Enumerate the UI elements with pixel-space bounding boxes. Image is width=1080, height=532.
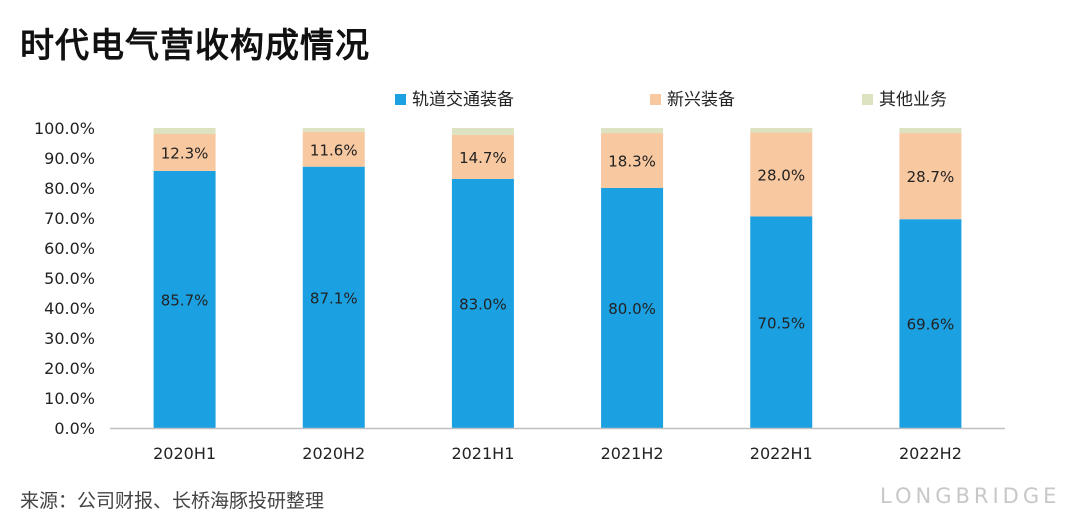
- y-tick-label: 90.0%: [44, 149, 95, 168]
- data-label: 28.0%: [757, 167, 805, 185]
- y-tick-label: 50.0%: [44, 269, 95, 288]
- bars: 85.7% 12.3% 87.1% 11.6% 83.0% 14.7% 80.0% 18.3%…: [153, 128, 962, 428]
- data-label: 85.7%: [161, 291, 209, 309]
- bar-segment-emerging: [302, 131, 365, 167]
- legend-label: 轨道交通装备: [412, 90, 514, 110]
- legend-swatch: [862, 94, 873, 105]
- bar-segment-emerging: [601, 133, 664, 188]
- bar-segment-other: [451, 128, 514, 135]
- chart-title: 时代电气营收构成情况: [20, 26, 370, 66]
- bar-segment-emerging: [153, 134, 216, 171]
- x-tick-label: 2020H2: [302, 444, 365, 463]
- bar-segment-rail: [750, 216, 813, 428]
- legend-label: 其他业务: [879, 90, 947, 110]
- data-label: 80.0%: [608, 300, 656, 318]
- x-tick-label: 2020H1: [153, 444, 216, 463]
- y-tick-label: 80.0%: [44, 179, 95, 198]
- bar-segment-other: [302, 128, 365, 132]
- y-tick-label: 20.0%: [44, 359, 95, 378]
- y-tick-label: 30.0%: [44, 329, 95, 348]
- y-tick-label: 60.0%: [44, 239, 95, 258]
- bar-segment-emerging: [899, 133, 962, 220]
- x-tick-label: 2022H2: [899, 444, 962, 463]
- y-tick-label: 100.0%: [34, 119, 95, 138]
- x-tick-label: 2021H1: [451, 444, 514, 463]
- watermark-logo: LONGBRIDGE: [880, 484, 1061, 508]
- data-label: 14.7%: [459, 149, 507, 167]
- y-tick-label: 0.0%: [54, 419, 95, 438]
- bar-segment-rail: [153, 170, 216, 428]
- x-tick-label: 2022H1: [750, 444, 813, 463]
- bar-segment-rail: [451, 179, 514, 428]
- legend-swatch: [650, 94, 661, 105]
- data-label: 87.1%: [310, 289, 358, 307]
- data-label: 69.6%: [907, 316, 955, 334]
- y-axis: 0.0% 10.0% 20.0% 30.0% 40.0% 50.0% 60.0% 70.0% 8…: [34, 119, 95, 438]
- bar-segment-emerging: [750, 132, 813, 217]
- source-note: 来源：公司财报、长桥海豚投研整理: [20, 490, 325, 512]
- bar-segment-rail: [899, 219, 962, 428]
- y-tick-label: 40.0%: [44, 299, 95, 318]
- data-label: 83.0%: [459, 296, 507, 314]
- legend: 轨道交通装备 新兴装备 其他业务: [395, 90, 947, 110]
- y-tick-label: 10.0%: [44, 389, 95, 408]
- data-label: 70.5%: [757, 314, 805, 332]
- bar-segment-rail: [601, 188, 664, 428]
- data-label: 28.7%: [907, 168, 955, 186]
- bar-segment-rail: [302, 166, 365, 428]
- bar-segment-emerging: [451, 134, 514, 179]
- bar-segment-other: [899, 128, 962, 134]
- data-label: 12.3%: [161, 144, 209, 162]
- y-tick-label: 70.0%: [44, 209, 95, 228]
- legend-label: 新兴装备: [667, 90, 735, 110]
- x-axis: 2020H1 2020H2 2021H1 2021H2 2022H1 2022H2: [110, 427, 1005, 463]
- legend-swatch: [395, 94, 406, 105]
- data-label: 11.6%: [310, 141, 358, 159]
- bar-segment-other: [750, 128, 813, 133]
- bar-segment-other: [153, 128, 216, 134]
- x-tick-label: 2021H2: [601, 444, 664, 463]
- bar-segment-other: [601, 128, 664, 134]
- data-label: 18.3%: [608, 153, 656, 171]
